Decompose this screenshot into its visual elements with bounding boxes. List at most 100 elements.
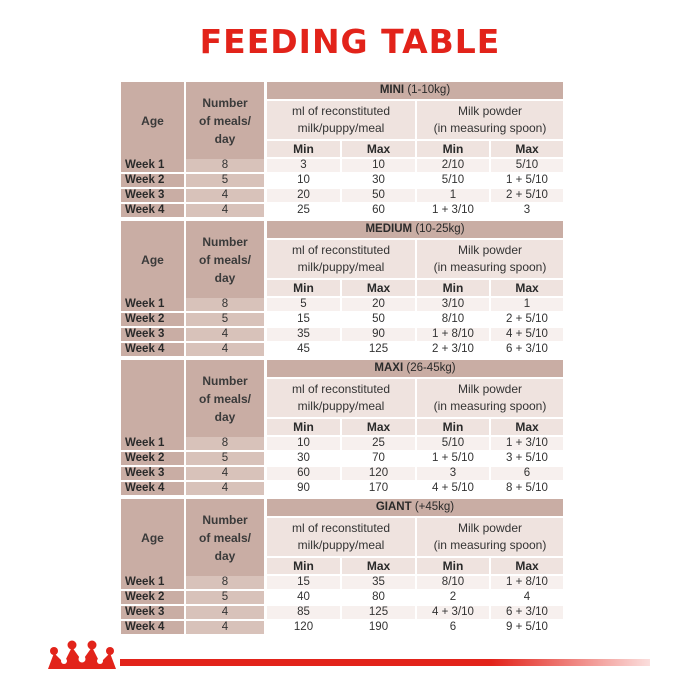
- powder-min-cell: 1 + 5/10: [417, 452, 489, 465]
- week-label: Week 1: [121, 576, 184, 589]
- meals-value: 5: [186, 313, 264, 326]
- ml-min-header: Min: [267, 419, 340, 435]
- powder-header-lines: Milk powder (in measuring spoon): [434, 520, 547, 554]
- ml-min-cell: 25: [267, 204, 340, 217]
- ml-min-cell: 60: [267, 467, 340, 480]
- powder-header-line: Milk powder: [457, 382, 522, 396]
- ml-column-header: ml of reconstituted milk/puppy/meal: [267, 518, 415, 556]
- week-label: Week 2: [121, 174, 184, 187]
- meals-value: 8: [186, 576, 264, 589]
- size-name: MAXI: [374, 362, 404, 374]
- meals-header-line: day: [214, 548, 236, 563]
- powder-max-cell: 2 + 5/10: [491, 189, 563, 202]
- portion-block: MEDIUM (10-25kg) ml of reconstituted milk/…: [267, 221, 563, 357]
- week-label: Week 1: [121, 298, 184, 311]
- meals-header-lines: Number of meals/day: [199, 233, 251, 287]
- meals-value: 4: [186, 621, 264, 634]
- meals-value: 5: [186, 174, 264, 187]
- powder-max-header: Max: [491, 558, 563, 574]
- royal-canin-crown-icon: [48, 640, 116, 669]
- ml-header-line: milk/puppy/meal: [297, 538, 385, 552]
- meals-value: 8: [186, 298, 264, 311]
- meals-header-line: day: [214, 270, 236, 285]
- age-meals-block: Age Number of meals/day Week 1 8 Week 2 5 Week …: [121, 221, 264, 357]
- ml-max-cell: 60: [342, 204, 415, 217]
- size-header: MEDIUM (10-25kg): [267, 221, 563, 238]
- meals-header-line: day: [214, 409, 236, 424]
- powder-header-lines: Milk powder (in measuring spoon): [434, 381, 547, 415]
- feeding-table: Age Number of meals/day Week 1 8 Week 2 5 Week …: [121, 82, 563, 638]
- size-section-mini: Age Number of meals/day Week 1 8 Week 2 5 Week …: [121, 82, 563, 218]
- ml-max-cell: 50: [342, 313, 415, 326]
- size-header: GIANT (+45kg): [267, 499, 563, 516]
- ml-max-header: Max: [342, 558, 415, 574]
- ml-header-lines: ml of reconstituted milk/puppy/meal: [292, 103, 390, 137]
- age-header: [121, 360, 184, 437]
- meals-header-lines: Number of meals/day: [199, 94, 251, 148]
- ml-header-line: ml of reconstituted: [291, 382, 391, 396]
- week-label: Week 3: [121, 189, 184, 202]
- powder-header-line: (in measuring spoon): [433, 121, 547, 135]
- week-label: Week 2: [121, 591, 184, 604]
- powder-min-cell: 2: [417, 591, 489, 604]
- powder-header-lines: Milk powder (in measuring spoon): [434, 103, 547, 137]
- meals-value: 4: [186, 343, 264, 356]
- powder-max-cell: 4: [491, 591, 563, 604]
- ml-header-lines: ml of reconstituted milk/puppy/meal: [292, 242, 390, 276]
- ml-min-cell: 40: [267, 591, 340, 604]
- size-range: (1-10kg): [407, 84, 451, 96]
- ml-min-cell: 15: [267, 576, 340, 589]
- powder-max-cell: 6 + 3/10: [491, 606, 563, 619]
- meals-header-line: Number: [202, 512, 248, 527]
- week-label: Week 2: [121, 452, 184, 465]
- size-name: MEDIUM: [365, 223, 413, 235]
- ml-max-cell: 170: [342, 482, 415, 495]
- meals-per-day-header: Number of meals/day: [186, 221, 264, 298]
- ml-column-header: ml of reconstituted milk/puppy/meal: [267, 240, 415, 278]
- ml-min-header: Min: [267, 280, 340, 296]
- powder-header-line: (in measuring spoon): [433, 399, 547, 413]
- meals-header-line: Number: [202, 95, 248, 110]
- powder-min-cell: 2 + 3/10: [417, 343, 489, 356]
- powder-max-cell: 3 + 5/10: [491, 452, 563, 465]
- powder-max-header: Max: [491, 141, 563, 157]
- week-label: Week 4: [121, 204, 184, 217]
- ml-min-cell: 15: [267, 313, 340, 326]
- powder-min-cell: 8/10: [417, 313, 489, 326]
- ml-max-cell: 125: [342, 606, 415, 619]
- powder-column-header: Milk powder (in measuring spoon): [417, 240, 563, 278]
- meals-value: 4: [186, 606, 264, 619]
- ml-min-cell: 20: [267, 189, 340, 202]
- age-header: Age: [121, 221, 184, 298]
- meals-header-lines: Number of meals/day: [199, 511, 251, 565]
- meals-value: 4: [186, 482, 264, 495]
- ml-min-cell: 30: [267, 452, 340, 465]
- ml-header-line: ml of reconstituted: [291, 243, 391, 257]
- powder-min-cell: 3: [417, 467, 489, 480]
- ml-min-cell: 45: [267, 343, 340, 356]
- ml-min-cell: 10: [267, 437, 340, 450]
- ml-min-cell: 90: [267, 482, 340, 495]
- ml-header-line: milk/puppy/meal: [297, 121, 385, 135]
- powder-header-line: Milk powder: [457, 104, 522, 118]
- size-range: (+45kg): [414, 501, 455, 513]
- size-range: (10-25kg): [415, 223, 465, 235]
- age-meals-block: Age Number of meals/day Week 1 8 Week 2 5 Week …: [121, 82, 264, 218]
- ml-min-cell: 5: [267, 298, 340, 311]
- powder-header-line: (in measuring spoon): [433, 260, 547, 274]
- powder-max-cell: 3: [491, 204, 563, 217]
- age-meals-block: Age Number of meals/day Week 1 8 Week 2 5 Week …: [121, 499, 264, 635]
- ml-max-cell: 80: [342, 591, 415, 604]
- ml-header-lines: ml of reconstituted milk/puppy/meal: [292, 520, 390, 554]
- ml-max-header: Max: [342, 419, 415, 435]
- ml-max-header: Max: [342, 141, 415, 157]
- ml-min-header: Min: [267, 141, 340, 157]
- ml-min-cell: 10: [267, 174, 340, 187]
- ml-header-line: milk/puppy/meal: [297, 260, 385, 274]
- size-section-giant: Age Number of meals/day Week 1 8 Week 2 5 Week …: [121, 499, 563, 635]
- powder-min-cell: 3/10: [417, 298, 489, 311]
- page-title: FEEDING TABLE: [199, 22, 501, 61]
- powder-min-header: Min: [417, 419, 489, 435]
